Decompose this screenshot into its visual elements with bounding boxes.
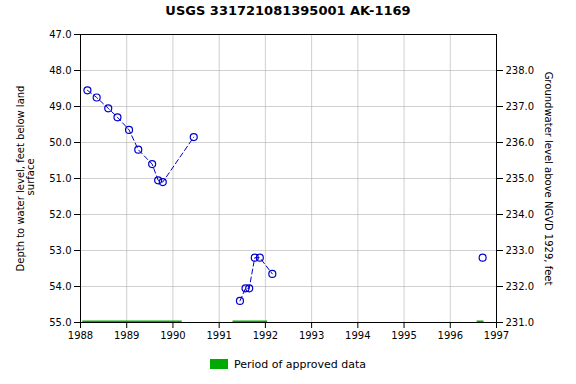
svg-text:234.0: 234.0 — [506, 209, 535, 220]
svg-text:236.0: 236.0 — [506, 137, 535, 148]
svg-text:1988: 1988 — [68, 330, 93, 341]
svg-text:52.0: 52.0 — [49, 209, 71, 220]
svg-text:54.0: 54.0 — [49, 281, 71, 292]
svg-text:47.0: 47.0 — [49, 29, 71, 40]
html-text:Period of approved data: Period of approved data — [233, 357, 367, 371]
svg-text:1990: 1990 — [160, 330, 185, 341]
svg-text:51.0: 51.0 — [49, 173, 71, 184]
html-text:USGS 331721081395001 AK-1169: USGS 331721081395001 AK-1169 — [165, 3, 411, 18]
svg-text:1991: 1991 — [206, 330, 231, 341]
svg-text:231.0: 231.0 — [506, 317, 535, 328]
svg-text:1993: 1993 — [299, 330, 324, 341]
svg-text:1994: 1994 — [345, 330, 370, 341]
svg-text:237.0: 237.0 — [506, 101, 535, 112]
svg-text:48.0: 48.0 — [49, 65, 71, 76]
svg-text:1989: 1989 — [114, 330, 139, 341]
svg-text:49.0: 49.0 — [49, 101, 71, 112]
svg-text:53.0: 53.0 — [49, 245, 71, 256]
svg-text:235.0: 235.0 — [506, 173, 535, 184]
svg-text:Depth to water level, feet bel: Depth to water level, feet below land su… — [15, 86, 36, 272]
svg-text:50.0: 50.0 — [49, 137, 71, 148]
svg-text:55.0: 55.0 — [49, 317, 71, 328]
svg-text:232.0: 232.0 — [506, 281, 535, 292]
svg-text:1996: 1996 — [438, 330, 463, 341]
svg-text:1997: 1997 — [484, 330, 509, 341]
svg-text:238.0: 238.0 — [506, 65, 535, 76]
svg-text:Groundwater level above NGVD 1: Groundwater level above NGVD 1929, feet — [543, 72, 554, 286]
svg-text:233.0: 233.0 — [506, 245, 535, 256]
svg-text:1995: 1995 — [391, 330, 416, 341]
svg-text:1992: 1992 — [253, 330, 278, 341]
